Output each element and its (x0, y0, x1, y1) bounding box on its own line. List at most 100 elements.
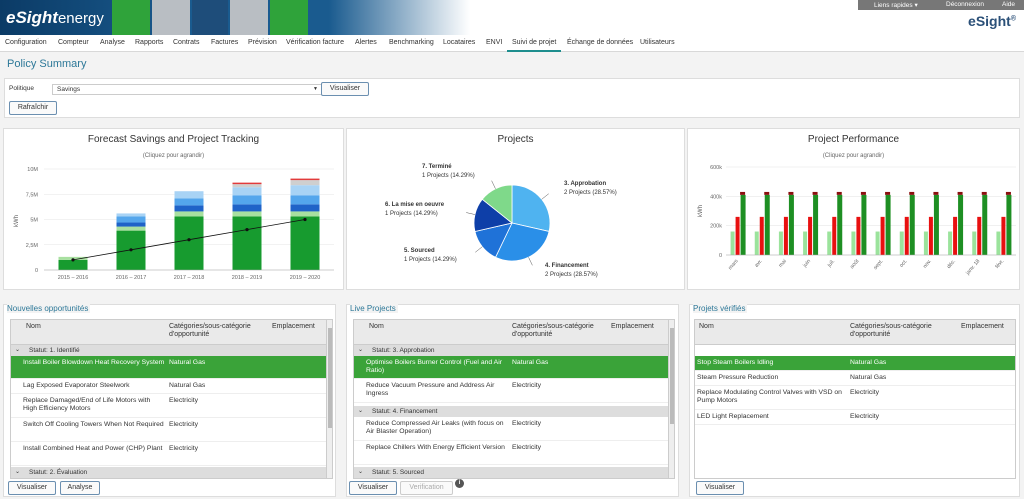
col-category[interactable]: Catégories/sous-catégorie d'opportunité (169, 323, 251, 338)
col-location[interactable]: Emplacement (272, 323, 315, 330)
bar-segment (232, 184, 262, 188)
quick-links-menu[interactable]: Liens rapides ▾ (874, 2, 918, 9)
analyse-button[interactable]: Analyse (60, 481, 100, 495)
header-tile (270, 0, 308, 35)
new-opportunities-panel: Nouvelles opportunités Nom Catégories/so… (3, 304, 336, 497)
bar-segment (290, 180, 320, 186)
bar-cap (885, 191, 891, 195)
nav-configuration[interactable]: Configuration (5, 39, 47, 46)
nav-utilisateurs[interactable]: Utilisateurs (640, 39, 675, 46)
refresh-button[interactable]: Rafraîchir (9, 101, 57, 115)
scrollbar[interactable] (668, 320, 674, 478)
bar (875, 231, 880, 255)
col-category[interactable]: Catégories/sous-catégorie d'opportunité (512, 323, 594, 338)
visualize-button[interactable]: Visualiser (349, 481, 397, 495)
nav-locataires[interactable]: Locataires (443, 39, 476, 46)
bar-segment (232, 187, 262, 196)
info-icon[interactable]: i (455, 479, 464, 488)
pie-leader-line (466, 212, 476, 215)
nav-prevision[interactable]: Prévision (248, 39, 277, 46)
pie-leader-line (528, 257, 533, 266)
logout-link[interactable]: Déconnexion (946, 1, 984, 8)
table-row[interactable]: Replace Damaged/End of Life Motors with … (11, 394, 326, 418)
header-tile (112, 0, 150, 35)
col-name[interactable]: Nom (26, 323, 41, 330)
performance-chart: 0 200k 400k 600k kWh mars avr. mai juin juil. août… (698, 165, 1016, 277)
trend-point (187, 238, 191, 242)
bar-segment (174, 198, 204, 206)
nav-echange-de-donnees[interactable]: Échange de données (567, 39, 634, 46)
table-row[interactable]: Replace Modulating Control Valves with V… (695, 386, 1015, 410)
verification-button[interactable]: Verification (400, 481, 453, 495)
nav-analyse[interactable]: Analyse (100, 39, 125, 46)
table-row[interactable]: Install Combined Heat and Power (CHP) Pl… (11, 442, 326, 466)
bar-cap (812, 191, 818, 195)
verified-projects-grid: Nom Catégories/sous-catégorie d'opportun… (694, 319, 1016, 479)
nav-verification-facture[interactable]: Vérification facture (286, 39, 344, 46)
status-group-header[interactable]: ⌄ Statut: 5. Sourced (354, 467, 668, 478)
table-row[interactable]: Lag Exposed Evaporator Steelwork Natural … (11, 379, 326, 394)
help-link[interactable]: Aide (1002, 1, 1016, 8)
table-row[interactable]: Optimise Boilers Burner Control (Fuel an… (354, 356, 668, 379)
bar (933, 194, 939, 255)
col-category[interactable]: Catégories/sous-catégorie d'opportunité (850, 323, 932, 338)
x-tick-label: 2019 – 2020 (290, 275, 321, 281)
table-row[interactable]: Stop Steam Boilers Idling Natural Gas (695, 356, 1015, 371)
forecast-chart-panel[interactable]: Forecast Savings and Project Tracking (C… (3, 128, 344, 290)
visualize-button[interactable]: Visualiser (696, 481, 744, 495)
bar (735, 216, 740, 255)
bar (851, 231, 856, 255)
table-row[interactable]: Reduce Vacuum Pressure and Address Air I… (354, 379, 668, 403)
table-row[interactable]: LED Light Replacement Electricity (695, 410, 1015, 425)
bar-segment (232, 211, 262, 217)
col-location[interactable]: Emplacement (611, 323, 654, 330)
chevron-down-icon: ▼ (313, 86, 318, 92)
table-row[interactable]: Install Boiler Blowdown Heat Recovery Sy… (11, 356, 326, 379)
col-name[interactable]: Nom (369, 323, 384, 330)
nav-envi[interactable]: ENVI (486, 39, 503, 46)
bar (832, 216, 837, 255)
col-location[interactable]: Emplacement (961, 323, 1004, 330)
nav-suivi-de-projet[interactable]: Suivi de projet (507, 35, 562, 52)
table-row[interactable]: Replace Chillers With Energy Efficient V… (354, 441, 668, 465)
bar-segment (174, 205, 204, 212)
performance-chart-panel[interactable]: Project Performance (Cliquez pour agrand… (687, 128, 1020, 290)
header-banner: eSightenergy Liens rapides ▾ Déconnexion… (0, 0, 1024, 35)
status-group-header[interactable]: ⌄ Statut: 3. Approbation (354, 345, 668, 356)
esight-logo[interactable]: eSightenergy (6, 8, 104, 27)
x-tick-label: août (849, 258, 861, 270)
nav-alertes[interactable]: Alertes (355, 39, 377, 46)
table-row[interactable]: Steam Pressure Reduction Natural Gas (695, 371, 1015, 386)
x-tick-label: mai (778, 258, 788, 268)
bar (899, 231, 904, 255)
collapse-icon: ⌄ (358, 347, 364, 353)
bar-segment (174, 216, 204, 270)
table-row[interactable]: Reduce Compressed Air Leaks (with focus … (354, 417, 668, 441)
policy-select[interactable]: Savings ▼ (52, 84, 322, 95)
nav-contrats[interactable]: Contrats (173, 39, 200, 46)
x-tick-label: 2018 – 2019 (232, 275, 263, 281)
visualize-button[interactable]: Visualiser (8, 481, 56, 495)
visualize-button[interactable]: Visualiser (321, 82, 369, 96)
nav-benchmarking[interactable]: Benchmarking (389, 39, 434, 46)
nav-compteur[interactable]: Compteur (58, 39, 89, 46)
pie-label: 4. Financement (545, 263, 589, 269)
bar-segment (174, 191, 204, 199)
bar-segment (116, 226, 146, 231)
pie-label-detail: 2 Projects (28.57%) (545, 272, 598, 278)
y-tick-label: 400k (710, 194, 722, 200)
col-name[interactable]: Nom (699, 323, 714, 330)
status-group-header[interactable]: ⌄ Statut: 4. Financement (354, 406, 668, 417)
table-row[interactable]: Switch Off Cooling Towers When Not Requi… (11, 418, 326, 442)
projects-chart-panel[interactable]: Projects 3. Approbation 2 Projects (28.57… (346, 128, 685, 290)
status-group-header[interactable]: ⌄ Statut: 1. Identifié (11, 345, 326, 356)
status-group-header[interactable]: ⌄ Statut: 2. Évaluation (11, 467, 326, 478)
panel-title: Projets vérifiés (693, 304, 748, 313)
grid-header: Nom Catégories/sous-catégorie d'opportun… (11, 320, 332, 345)
nav-factures[interactable]: Factures (211, 39, 239, 46)
nav-rapports[interactable]: Rapports (135, 39, 164, 46)
scrollbar[interactable] (326, 320, 332, 478)
verified-projects-panel: Projets vérifiés Nom Catégories/sous-cat… (689, 304, 1020, 497)
x-tick-label: mars (727, 258, 739, 271)
trend-point (129, 248, 133, 252)
